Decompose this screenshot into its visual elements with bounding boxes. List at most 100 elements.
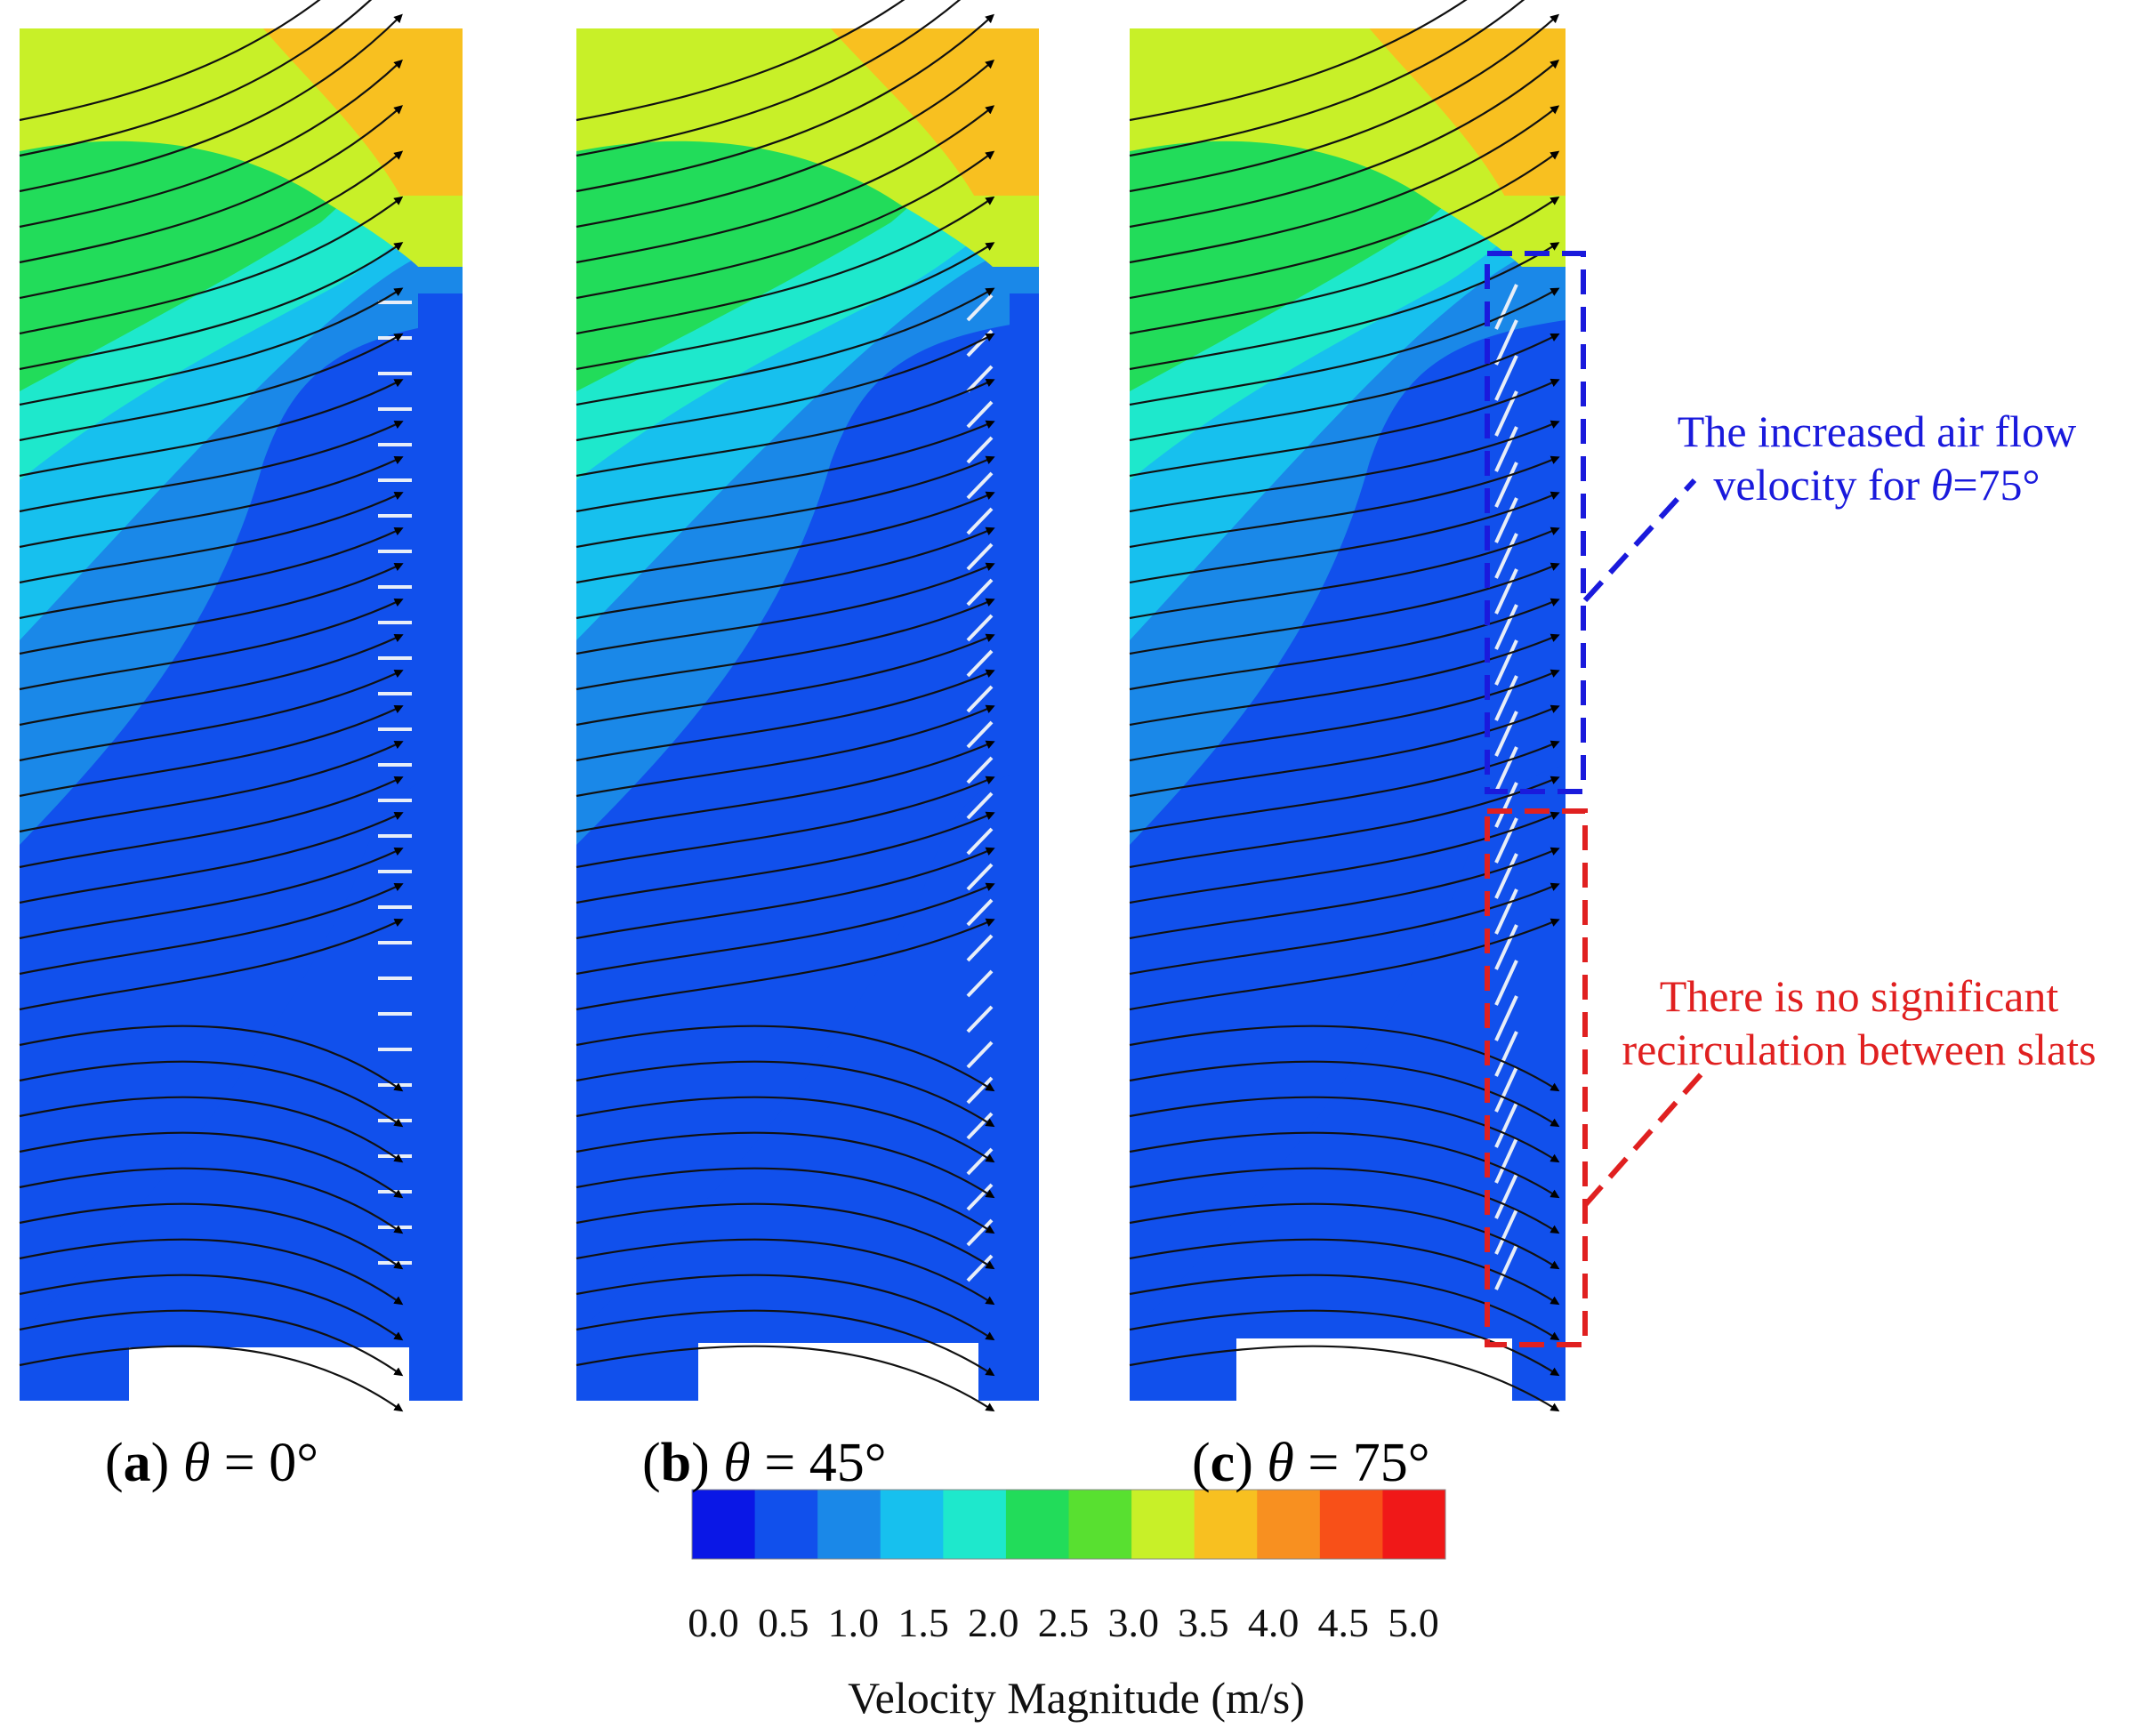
colorbar-tick: 3.0: [1107, 1600, 1159, 1645]
slat: [1494, 817, 1518, 864]
streamline: [19, 379, 404, 478]
streamline: [19, 105, 404, 264]
slat: [1494, 426, 1518, 472]
streamline: [576, 196, 995, 335]
streamline: [19, 1202, 404, 1270]
colorbar-tick: 4.0: [1247, 1600, 1300, 1645]
streamline: [576, 1345, 995, 1412]
slat: [966, 756, 994, 784]
slat: [1494, 1173, 1518, 1219]
slat: [1494, 497, 1518, 543]
caption-c: (c) θ = 75°: [1192, 1433, 1430, 1493]
slat: [1494, 782, 1518, 828]
streamline: [19, 456, 404, 549]
streamline: [19, 196, 404, 335]
streamline: [1129, 287, 1560, 406]
streamline: [576, 811, 995, 904]
slat: [966, 1005, 994, 1033]
slat: [966, 293, 994, 322]
slat: [966, 969, 994, 998]
streamline: [1129, 150, 1560, 300]
colorbar-tick: 3.5: [1178, 1600, 1229, 1645]
slat: [1494, 675, 1518, 721]
streamline: [19, 1238, 404, 1306]
streamline: [1129, 562, 1560, 655]
band-peak: [1369, 28, 1566, 196]
colorbar-swatch: [1194, 1490, 1258, 1559]
streamline: [19, 287, 404, 406]
streamline: [576, 1167, 995, 1234]
streamline: [1129, 1025, 1560, 1092]
wall-zone: [1010, 293, 1039, 1401]
streamline: [1129, 598, 1560, 691]
streamline: [576, 60, 995, 229]
slat: [966, 898, 994, 927]
slat: [1494, 1137, 1518, 1184]
streamline: [1129, 13, 1559, 193]
streamline: [1129, 811, 1560, 904]
red-highlight-box: [1485, 808, 1588, 1347]
band-peak: [262, 28, 463, 196]
colorbar-swatch: [1382, 1490, 1446, 1559]
slat: [1494, 462, 1518, 508]
streamline: [19, 1060, 404, 1128]
streamline: [1129, 491, 1560, 584]
colorbar-swatch: [817, 1490, 881, 1559]
slat: [1494, 1244, 1518, 1290]
slat: [966, 1183, 994, 1211]
streamline: [1129, 1238, 1560, 1306]
colorbar-tick: 1.5: [897, 1600, 949, 1645]
streamline: [19, 812, 404, 904]
streamline: [1129, 1167, 1560, 1234]
streamline: [19, 1131, 404, 1199]
colorbar-tick: 2.5: [1037, 1600, 1090, 1645]
streamline: [576, 776, 995, 869]
slat: [966, 792, 994, 820]
streamline: [576, 491, 995, 584]
streamline: [576, 526, 995, 620]
slat: [966, 578, 994, 607]
caption-a: (a) θ = 0°: [105, 1433, 319, 1493]
colorbar-swatch: [880, 1490, 944, 1559]
streamline: [19, 563, 404, 655]
slat: [966, 542, 994, 571]
streamline: [576, 1060, 995, 1128]
slat: [966, 1112, 994, 1140]
streamline: [1129, 633, 1560, 727]
slat: [1494, 639, 1518, 686]
streamline: [19, 919, 404, 1011]
slat: [1494, 711, 1518, 757]
streamline: [19, 599, 404, 691]
panel-c-contour: [1130, 28, 1566, 1401]
colorbar-swatch: [1005, 1490, 1069, 1559]
band-near-wall: [20, 765, 463, 1401]
slat: [1494, 1209, 1518, 1255]
streamline: [19, 1309, 404, 1377]
annotation-no-recirculation: There is no significant recirculation be…: [1622, 971, 2097, 1074]
streamline: [576, 420, 995, 513]
slat: [966, 863, 994, 891]
streamline: [19, 776, 404, 869]
streamline: [19, 705, 404, 798]
streamline: [1129, 704, 1560, 798]
streamline: [1129, 918, 1560, 1011]
streamline: [576, 740, 995, 833]
colorbar-title: Velocity Magnitude (m/s): [848, 1673, 1305, 1723]
slat: [1494, 746, 1518, 792]
streamline: [576, 455, 995, 549]
colorbar-tick: 0.5: [757, 1600, 809, 1645]
slat: [1494, 604, 1518, 650]
streamline: [576, 0, 906, 122]
slat: [1494, 888, 1518, 935]
streamline: [1129, 0, 1525, 157]
streamline: [576, 847, 995, 940]
colorbar-tick: 4.5: [1317, 1600, 1370, 1645]
slat: [966, 614, 994, 642]
streamline: [19, 883, 404, 976]
slat: [966, 1218, 994, 1247]
colorbar-tick: 0.0: [688, 1600, 739, 1645]
slat: [1494, 1066, 1518, 1113]
streamline: [576, 1202, 995, 1270]
streamline: [19, 0, 321, 122]
streamline: [1129, 333, 1560, 442]
